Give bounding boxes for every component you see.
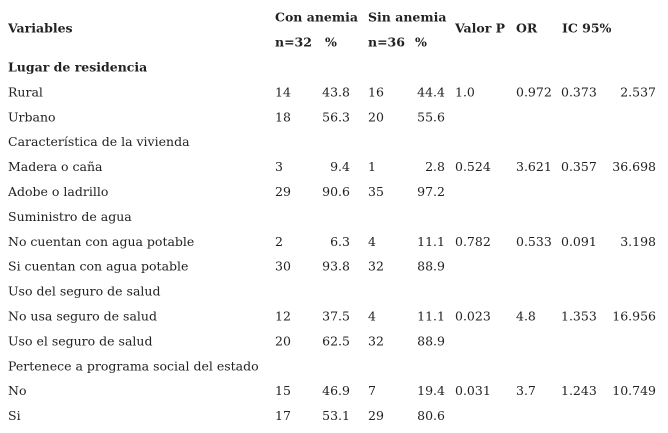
cell: 1.243 [561,383,597,398]
cell: 1.353 [561,309,597,324]
cell: 15 [275,383,291,398]
cell: 32 [368,333,384,348]
cell: 12 [275,309,291,324]
cell: 0.373 [561,84,597,99]
cell: 19.4 [417,383,445,398]
row-label: Madera o caña [8,159,103,174]
cell: 1.0 [455,84,475,99]
header-cell: n=32 [275,35,312,50]
header-cell: IC 95% [562,21,612,36]
cell: 44.4 [417,84,445,99]
header-cell: % [325,35,337,50]
cell: 3.621 [516,159,552,174]
cell: 0.972 [516,84,552,99]
section-title: Pertenece a programa social del estado [8,358,259,373]
row-label: No [8,383,26,398]
header-cell: % [415,35,427,50]
cell: 53.1 [322,408,350,423]
cell: 0.782 [455,234,491,249]
cell: 0.023 [455,309,491,324]
cell: 97.2 [417,184,445,199]
cell: 80.6 [417,408,445,423]
row-label: Si cuentan con agua potable [8,259,188,274]
cell: 88.9 [417,259,445,274]
section-title: Lugar de residencia [8,60,147,75]
cell: 0.533 [516,234,552,249]
cell: 16 [368,84,384,99]
section-title: Característica de la vivienda [8,134,190,149]
cell: 4 [368,309,376,324]
cell: 4 [368,234,376,249]
cell: 29 [368,408,384,423]
header-cell: Variables [7,21,73,36]
cell: 35 [368,184,384,199]
cell: 90.6 [322,184,350,199]
cell: 43.8 [322,84,350,99]
cell: 11.1 [417,234,445,249]
row-label: Urbano [8,109,56,124]
section-title: Suministro de agua [8,209,132,224]
cell: 93.8 [322,259,350,274]
cell: 10.749 [612,383,656,398]
cell: 7 [368,383,376,398]
header-cell: Sin anemia [368,10,446,25]
header-cell: Valor P [454,21,506,36]
cell: 2.537 [620,84,656,99]
cell: 0.091 [561,234,597,249]
cell: 55.6 [417,109,445,124]
header-cell: n=36 [368,35,405,50]
cell: 17 [275,408,291,423]
cell: 2 [275,234,283,249]
cell: 9.4 [330,159,350,174]
cell: 18 [275,109,291,124]
cell: 1 [368,159,376,174]
row-label: No usa seguro de salud [8,309,157,324]
cell: 16.956 [612,309,656,324]
cell: 37.5 [322,309,350,324]
cell: 0.031 [455,383,491,398]
cell: 14 [275,84,291,99]
header-cell: OR [516,21,538,36]
header-cell: Con anemia [275,10,358,25]
cell: 0.524 [455,159,491,174]
row-label: Adobe o ladrillo [7,184,108,199]
cell: 4.8 [516,309,536,324]
row-label: No cuentan con agua potable [8,234,194,249]
cell: 36.698 [612,159,656,174]
cell: 46.9 [322,383,350,398]
section-title: Uso del seguro de salud [8,284,160,299]
cell: 20 [275,333,291,348]
cell: 0.357 [561,159,597,174]
cell: 20 [368,109,384,124]
cell: 32 [368,259,384,274]
cell: 30 [275,259,291,274]
cell: 6.3 [330,234,350,249]
cell: 11.1 [417,309,445,324]
cell: 3.7 [516,383,536,398]
cell: 3 [275,159,283,174]
cell: 56.3 [322,109,350,124]
cell: 2.8 [425,159,445,174]
row-label: Rural [8,84,43,99]
cell: 3.198 [620,234,656,249]
cell: 88.9 [417,333,445,348]
cell: 62.5 [322,333,350,348]
row-label: Si [8,408,21,423]
cell: 29 [275,184,291,199]
row-label: Uso el seguro de salud [8,333,152,348]
